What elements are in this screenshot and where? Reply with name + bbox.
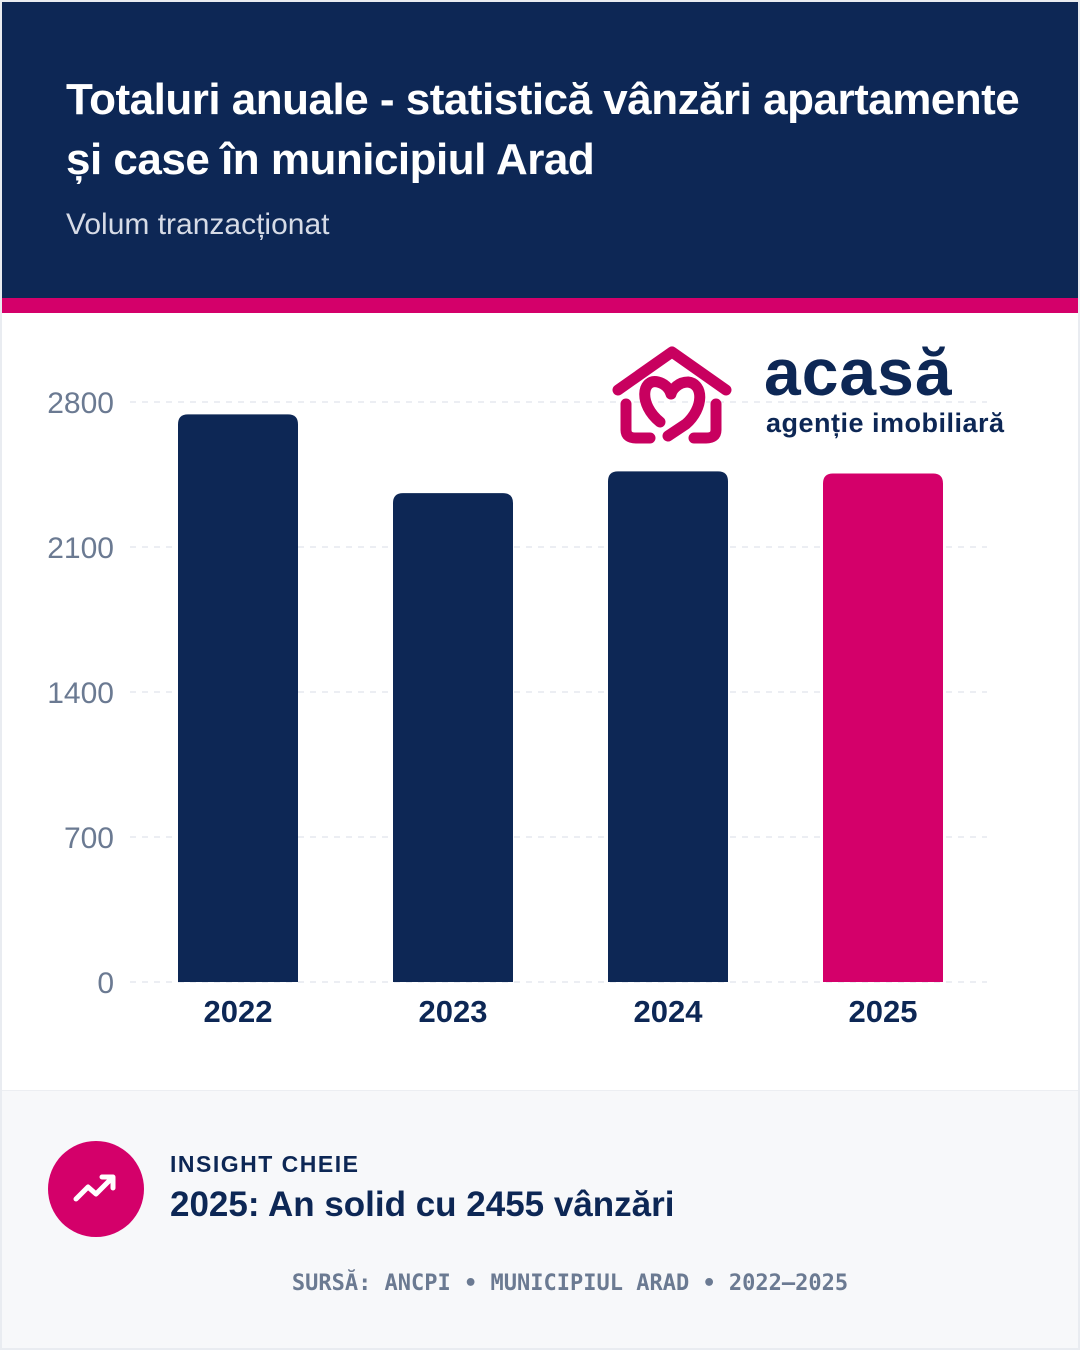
bar-2024 [608,471,728,982]
bar-chart: 0 700 1400 2100 2800 2022 2023 2024 2025 [47,387,987,1029]
y-tick-label: 0 [97,967,114,1000]
page-title: Totaluri anuale - statistică vânzări apa… [66,75,1020,184]
x-tick-label: 2022 [204,994,273,1029]
insight-label: INSIGHT CHEIE [170,1151,360,1177]
page-subtitle: Volum tranzacționat [66,208,330,241]
insight-text: 2025: An solid cu 2455 vânzări [170,1185,675,1224]
x-tick-label: 2023 [419,994,488,1029]
accent-divider [2,298,1078,313]
y-tick-label: 1400 [47,677,114,710]
header: Totaluri anuale - statistică vânzări apa… [2,2,1078,298]
trending-up-icon [73,1174,116,1202]
x-tick-label: 2024 [634,994,704,1029]
source-note: SURSĂ: ANCPI • MUNICIPIUL ARAD • 2022–20… [291,1271,849,1296]
insight-footer: INSIGHT CHEIE 2025: An solid cu 2455 vân… [2,1090,1078,1348]
y-tick-label: 2800 [47,387,114,420]
bar-2025 [823,473,943,982]
y-tick-label: 2100 [47,532,114,565]
y-tick-label: 700 [64,822,114,855]
bar-2022 [178,414,298,982]
bar-2023 [393,493,513,982]
logo-wordmark: acasă [764,335,953,409]
logo-tagline: agenție imobiliară [766,408,1005,438]
insight-icon-badge [48,1141,144,1237]
house-heart-icon [612,346,732,444]
x-tick-label: 2025 [849,994,918,1029]
brand-logo: acasă agenție imobiliară [608,335,1038,452]
